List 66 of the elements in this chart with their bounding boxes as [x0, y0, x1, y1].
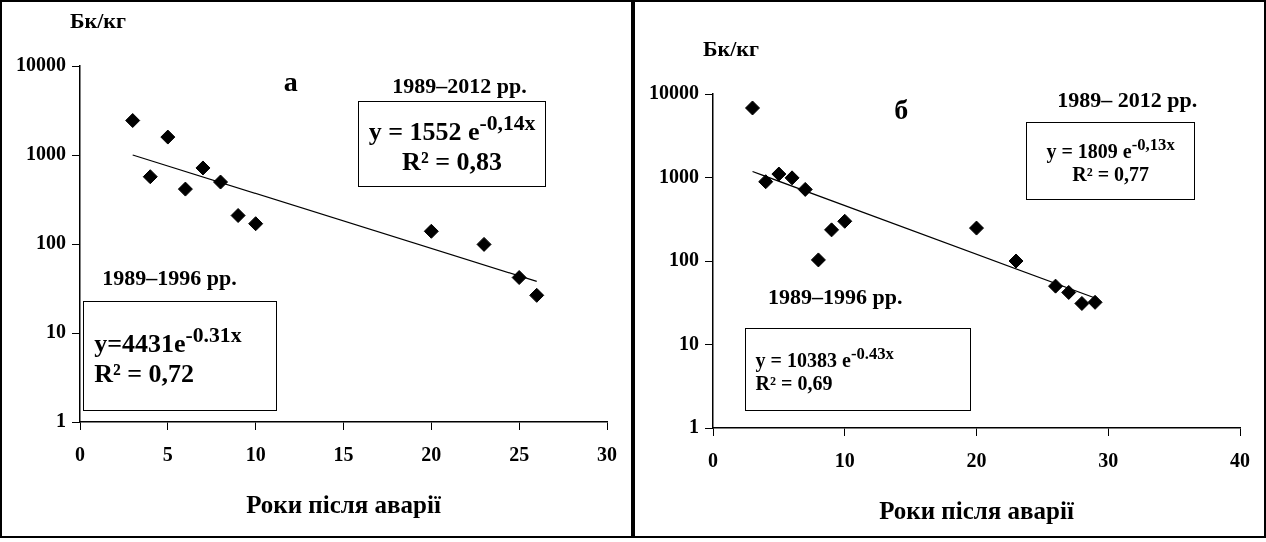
- x-tick-label: 0: [708, 449, 718, 472]
- y-tick-label: 1: [689, 415, 699, 438]
- x-tick-label: 20: [421, 443, 442, 466]
- point: [142, 169, 158, 185]
- point: [758, 174, 774, 190]
- point: [213, 174, 229, 190]
- point: [784, 170, 800, 186]
- y-tick-label: 10: [46, 320, 66, 343]
- y-tick-label: 10: [679, 331, 699, 354]
- point: [771, 166, 787, 182]
- point: [1048, 278, 1064, 294]
- x-tick-label: 5: [162, 443, 173, 466]
- annotation: y = 1552 e$^{-0,14x}$: [368, 111, 536, 147]
- y-tick-label: 1000: [26, 142, 66, 165]
- point: [1074, 295, 1090, 311]
- x-tick-label: 40: [1230, 449, 1250, 472]
- y-axis-title: Бк/кг: [70, 8, 126, 34]
- x-tick-label: 30: [1098, 449, 1119, 472]
- point: [230, 208, 246, 224]
- point: [745, 100, 761, 116]
- annotation: 1989– 2012 рр.: [1057, 87, 1198, 114]
- point: [248, 216, 264, 232]
- annotation: 1989–1996 рр.: [768, 284, 903, 311]
- chart-title: б: [894, 94, 909, 126]
- x-tick-label: 15: [333, 443, 354, 466]
- chart-title: а: [283, 66, 298, 98]
- point: [824, 222, 840, 238]
- point: [837, 213, 853, 229]
- x-tick-label: 10: [834, 449, 855, 472]
- annotation: y = 1809 e$^{-0,13x}$: [1046, 135, 1175, 164]
- point: [797, 181, 813, 197]
- y-tick-label: 10000: [16, 53, 66, 76]
- annotation: 1989–2012 рр.: [392, 73, 527, 100]
- y-tick-label: 100: [669, 248, 699, 271]
- point: [1008, 253, 1024, 269]
- point: [529, 287, 545, 303]
- x-tick-label: 20: [966, 449, 987, 472]
- point: [810, 252, 826, 268]
- point: [1087, 294, 1103, 310]
- point: [177, 181, 193, 197]
- point: [1061, 284, 1077, 300]
- annotation: R² = 0,69: [755, 371, 833, 395]
- y-axis-title: Бк/кг: [703, 36, 759, 62]
- point: [423, 223, 439, 239]
- point: [511, 270, 527, 286]
- y-tick-label: 10000: [649, 81, 699, 104]
- annotation: y=4431e$^{-0.31x}$: [94, 323, 242, 359]
- x-tick-label: 10: [245, 443, 266, 466]
- x-tick-label: 25: [509, 443, 530, 466]
- annotation: 1989–1996 рр.: [102, 265, 237, 292]
- y-tick-label: 100: [36, 231, 66, 254]
- point: [969, 220, 984, 236]
- x-tick-label: 30: [597, 443, 617, 466]
- x-axis-title: Роки після аварії: [246, 491, 442, 519]
- point: [125, 113, 141, 129]
- annotation: R² = 0,77: [1072, 163, 1150, 187]
- x-axis-title: Роки після аварії: [879, 497, 1075, 525]
- annotation: y = 10383 e$^{-0.43x}$: [755, 344, 894, 372]
- point: [195, 160, 211, 176]
- point: [476, 236, 492, 252]
- x-tick-label: 0: [75, 443, 85, 466]
- annotation: R² = 0,72: [94, 358, 195, 389]
- y-tick-label: 1: [56, 409, 66, 432]
- point: [160, 129, 176, 145]
- annotation: R² = 0,83: [402, 146, 502, 177]
- y-tick-label: 1000: [659, 164, 699, 187]
